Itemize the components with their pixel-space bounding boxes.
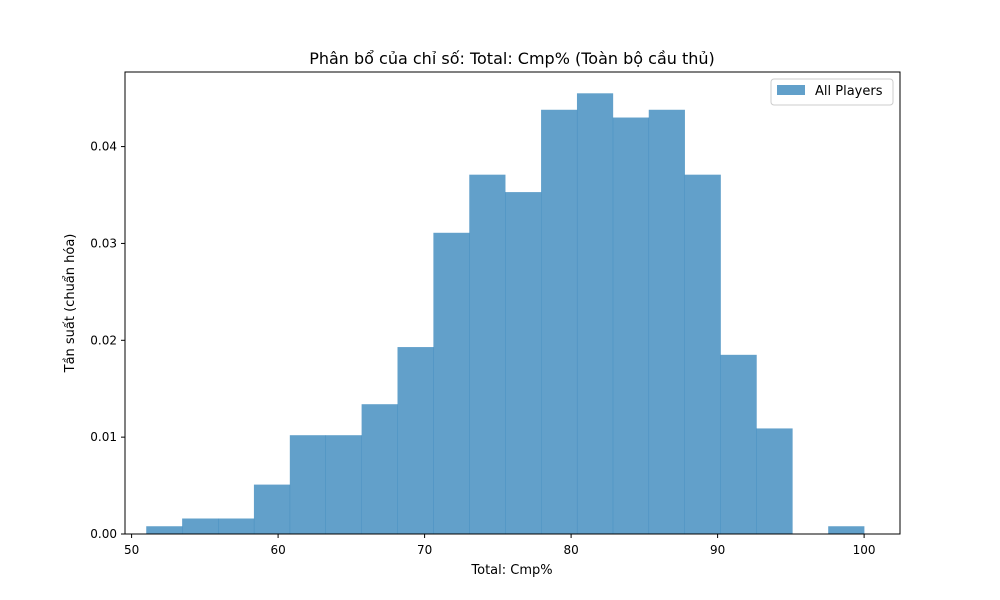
bars-group bbox=[146, 93, 865, 535]
histogram-bar bbox=[146, 526, 183, 534]
x-tick-label: 70 bbox=[417, 543, 432, 557]
histogram-bar bbox=[253, 484, 291, 534]
x-axis-label: Total: Cmp% bbox=[470, 563, 552, 578]
legend-label: All Players bbox=[815, 84, 883, 99]
histogram-bar bbox=[720, 354, 757, 534]
histogram-bar bbox=[433, 232, 470, 534]
x-tick-label: 90 bbox=[710, 543, 725, 557]
x-tick-label: 50 bbox=[124, 543, 139, 557]
histogram-bar bbox=[361, 404, 398, 534]
plot-frame bbox=[124, 71, 901, 535]
histogram-bar bbox=[289, 435, 327, 534]
histogram-bar bbox=[505, 192, 542, 534]
histogram-bar bbox=[648, 109, 685, 535]
histogram-bar bbox=[828, 526, 865, 534]
x-tick-label: 80 bbox=[563, 543, 578, 557]
y-axis-ticks: 0.00 0.01 0.02 0.03 0.04 bbox=[90, 140, 125, 541]
x-axis-ticks: 50 60 70 80 90 100 bbox=[124, 534, 876, 557]
y-axis-label: Tần suất (chuẩn hóa) bbox=[63, 234, 78, 374]
histogram-bar bbox=[756, 428, 793, 534]
histogram-bar bbox=[541, 109, 578, 535]
x-tick-label: 100 bbox=[853, 543, 876, 557]
histogram-bar bbox=[182, 518, 219, 534]
y-tick-label: 0.00 bbox=[90, 527, 117, 541]
histogram-bar bbox=[397, 347, 434, 534]
y-tick-label: 0.04 bbox=[90, 140, 117, 154]
x-tick-label: 60 bbox=[270, 543, 285, 557]
histogram-bar bbox=[469, 174, 506, 535]
histogram-bar bbox=[325, 435, 362, 534]
chart-title: Phân bổ của chỉ số: Total: Cmp% (Toàn bộ… bbox=[309, 49, 715, 68]
histogram-bar bbox=[218, 518, 255, 534]
y-tick-label: 0.01 bbox=[90, 430, 117, 444]
legend: All Players bbox=[770, 78, 894, 106]
histogram-bar bbox=[612, 117, 650, 535]
y-tick-label: 0.02 bbox=[90, 333, 117, 347]
histogram-bar bbox=[576, 93, 614, 534]
histogram-bar bbox=[684, 174, 721, 535]
legend-swatch bbox=[777, 85, 805, 95]
y-tick-label: 0.03 bbox=[90, 236, 117, 250]
